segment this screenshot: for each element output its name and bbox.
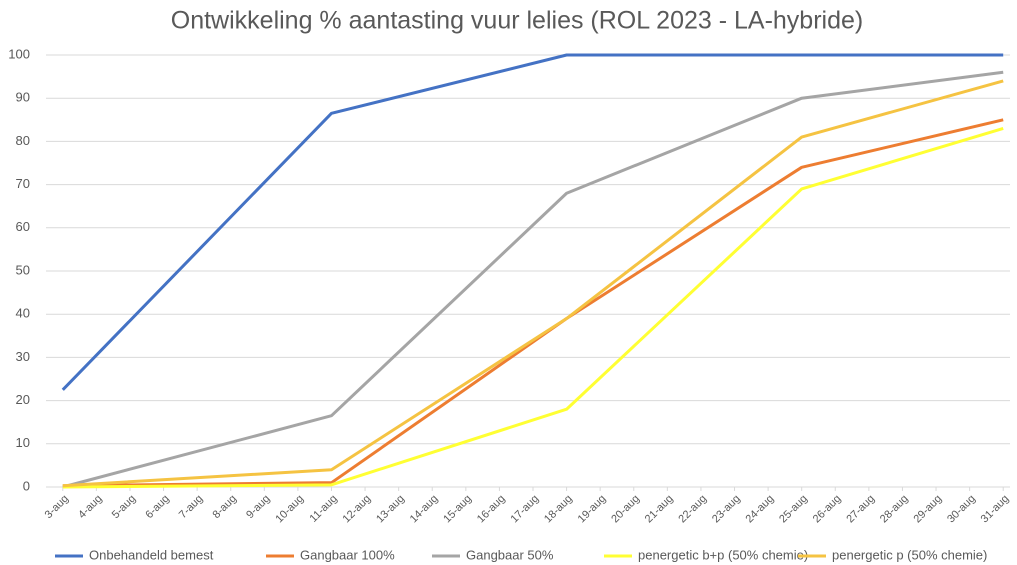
x-tick-label: 30-aug (945, 493, 978, 526)
x-tick-label: 8-aug (211, 493, 239, 521)
x-tick-label: 28-aug (878, 493, 911, 526)
x-tick-label: 23-aug (710, 493, 743, 526)
legend-label: Gangbaar 100% (300, 547, 395, 562)
x-tick-label: 17-aug (508, 493, 541, 526)
series-line (63, 120, 1003, 486)
legend-label: penergetic p (50% chemie) (832, 547, 987, 562)
y-tick-label: 80 (16, 133, 30, 148)
x-tick-label: 18-aug (542, 493, 575, 526)
x-tick-label: 10-aug (273, 493, 306, 526)
legend-label: Onbehandeld bemest (89, 547, 214, 562)
x-tick-label: 12-aug (341, 493, 374, 526)
x-tick-label: 20-aug (609, 493, 642, 526)
x-tick-label: 15-aug (441, 493, 474, 526)
x-tick-label: 27-aug (844, 493, 877, 526)
series-line (63, 72, 1003, 487)
x-tick-label: 22-aug (676, 493, 709, 526)
chart: Ontwikkeling % aantasting vuur lelies (R… (0, 0, 1017, 565)
y-tick-label: 20 (16, 392, 30, 407)
y-tick-label: 40 (16, 306, 30, 321)
x-tick-label: 21-aug (643, 493, 676, 526)
x-tick-label: 25-aug (777, 493, 810, 526)
y-tick-label: 90 (16, 90, 30, 105)
y-tick-label: 50 (16, 262, 30, 277)
x-tick-label: 6-aug (143, 493, 171, 521)
x-tick-label: 3-aug (43, 493, 71, 521)
x-tick-label: 5-aug (110, 493, 138, 521)
x-tick-label: 16-aug (475, 493, 508, 526)
x-tick-label: 9-aug (244, 493, 272, 521)
legend-label: Gangbaar 50% (466, 547, 554, 562)
x-tick-label: 7-aug (177, 493, 205, 521)
y-tick-label: 30 (16, 349, 30, 364)
x-tick-label: 13-aug (374, 493, 407, 526)
y-tick-label: 100 (8, 46, 30, 61)
x-tick-label: 31-aug (979, 493, 1012, 526)
y-tick-label: 10 (16, 435, 30, 450)
y-tick-label: 60 (16, 219, 30, 234)
y-tick-label: 0 (23, 478, 30, 493)
y-tick-label: 70 (16, 176, 30, 191)
x-tick-label: 11-aug (308, 493, 340, 525)
x-tick-label: 19-aug (576, 493, 609, 526)
x-tick-label: 24-aug (744, 493, 777, 526)
x-tick-label: 14-aug (408, 493, 441, 526)
series-line (63, 128, 1003, 487)
legend-label: penergetic b+p (50% chemie) (638, 547, 808, 562)
x-tick-label: 4-aug (76, 493, 104, 521)
x-tick-label: 26-aug (811, 493, 844, 526)
x-tick-label: 29-aug (911, 493, 944, 526)
chart-title: Ontwikkeling % aantasting vuur lelies (R… (171, 7, 863, 35)
